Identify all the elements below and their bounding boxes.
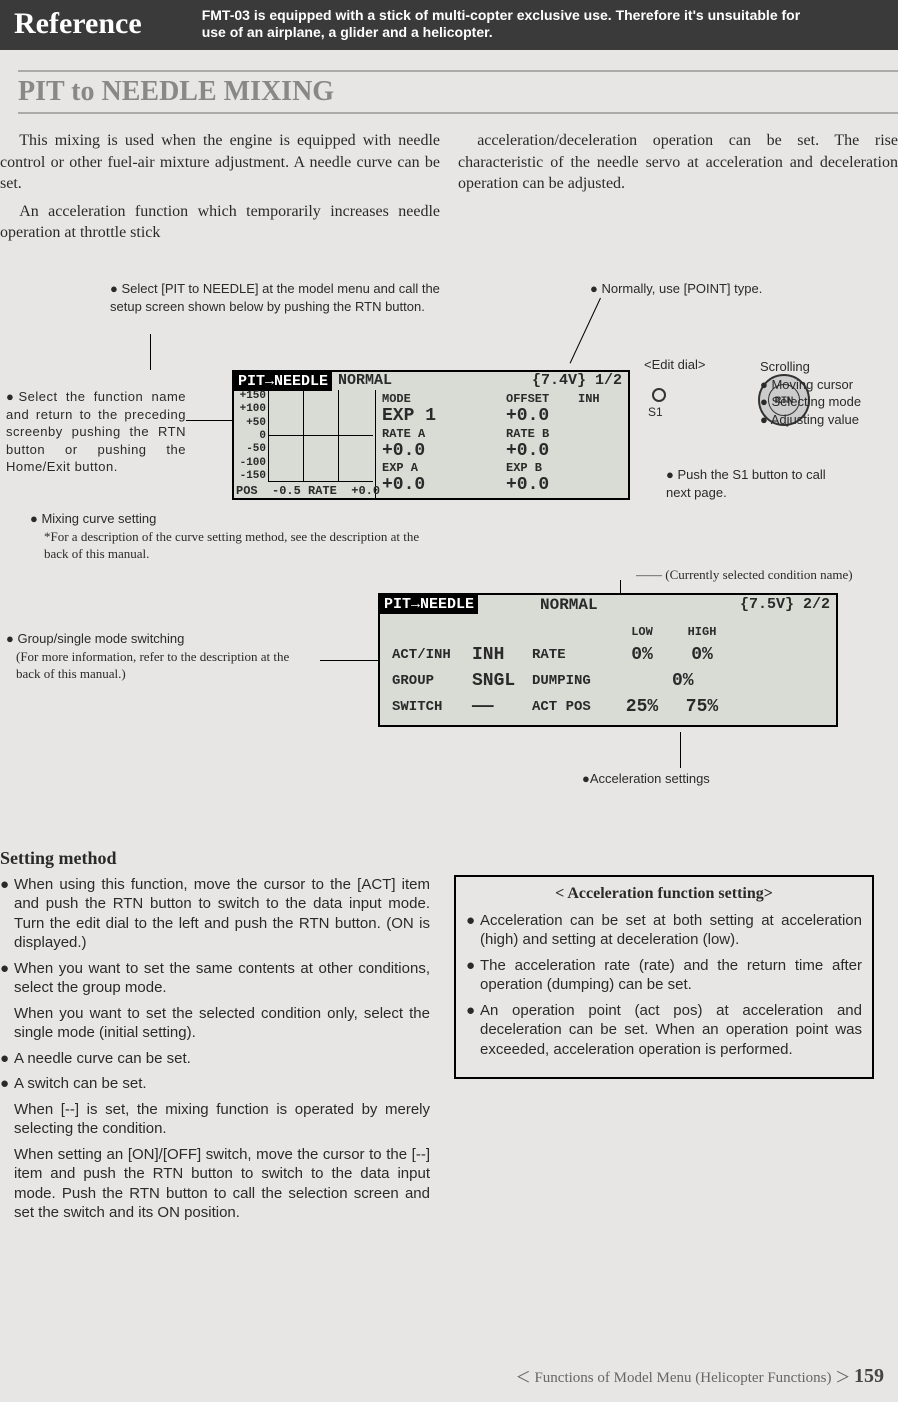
callout-select-function: ●Select the function name and return to … [6,388,186,476]
callout-condition-name: —— (Currently selected condition name) [636,566,853,584]
callout-accel-settings: ●Acceleration settings [582,770,710,788]
lcd2-normal: NORMAL [540,596,598,614]
lcd1-fields: MODEEXP 1 OFFSET INH+0.0 RATE A+0.0 RATE… [376,390,628,498]
lcd-screen-1: PIT→NEEDLE NORMAL {7.4V} 1/2 +150 +100 +… [232,370,630,500]
footer-text: ＜ Functions of Model Menu (Helicopter Fu… [516,1370,851,1386]
header-bar: Reference FMT-03 is equipped with a stic… [0,0,898,50]
intro-p3: acceleration/deceleration operation can … [458,130,898,195]
lcd1-graph: +150 +100 +50 0 -50 -100 -150 POS -0.5 R… [234,390,376,498]
section-title: PIT to NEEDLE MIXING [18,70,898,114]
callout-point-type: ● Normally, use [POINT] type. [590,280,762,298]
header-note: FMT-03 is equipped with a stick of multi… [202,7,802,42]
s1-label: S1 [648,404,663,420]
diagram-area: ● Select [PIT to NEEDLE] at the model me… [0,280,898,840]
intro-p2: An acceleration function which temporari… [0,201,440,244]
lcd2-title: PIT→NEEDLE [380,595,478,614]
s1-button-icon [652,388,666,402]
setting-method: Setting method ●When using this function… [0,848,898,1229]
lcd1-title: PIT→NEEDLE [234,372,332,391]
setting-heading: Setting method [0,848,898,869]
intro-text: This mixing is used when the engine is e… [0,130,898,250]
lcd-screen-2: PIT→NEEDLE NORMAL {7.5V} 2/2 LOW HIGH AC… [378,593,838,727]
header-title: Reference [14,7,142,41]
accel-box: < Acceleration function setting> ●Accele… [454,875,874,1080]
callout-s1-note: ● Push the S1 button to call next page. [666,466,826,501]
callout-select-menu: ● Select [PIT to NEEDLE] at the model me… [110,280,440,315]
accel-title: < Acceleration function setting> [466,885,862,903]
intro-p1: This mixing is used when the engine is e… [0,130,440,195]
callout-edit-dial: <Edit dial> [644,356,705,374]
callout-scrolling: Scrolling ● Moving cursor ● Selecting mo… [760,358,861,428]
callout-group-switch: ● Group/single mode switching (For more … [6,630,316,683]
lcd1-normal: NORMAL [338,372,392,389]
callout-mixing-curve: ● Mixing curve setting *For a descriptio… [30,510,430,563]
footer: ＜ Functions of Model Menu (Helicopter Fu… [516,1365,884,1388]
page-number: 159 [854,1365,884,1387]
